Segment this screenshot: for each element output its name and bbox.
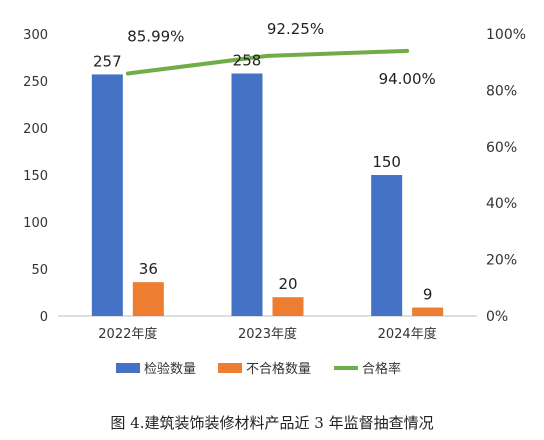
left-tick-label: 0 — [40, 310, 48, 325]
category-labels: 2022年度 2023年度 2024年度 — [98, 326, 436, 342]
bar-value-label: 36 — [139, 260, 158, 278]
left-tick-label: 100 — [23, 216, 48, 231]
rate-line — [125, 48, 410, 76]
bar-unqualified — [132, 282, 164, 316]
left-tick-label: 300 — [23, 28, 48, 43]
bar-value-label: 150 — [372, 153, 401, 171]
chart: 0 50 100 150 200 250 300 0% 20% 40% 60% 80% 100% 25… — [23, 20, 526, 377]
right-tick-label: 0% — [486, 309, 508, 325]
rate-line-path — [125, 48, 410, 76]
bar-value-label: 257 — [93, 52, 122, 70]
bar-unqualified — [272, 297, 304, 316]
category-label: 2023年度 — [238, 326, 297, 342]
right-axis-ticks: 0% 20% 40% 60% 80% 100% — [486, 27, 526, 325]
bar-unqualified — [412, 307, 444, 316]
legend-swatch — [218, 363, 242, 373]
right-tick-label: 80% — [486, 83, 517, 99]
rate-value-label: 92.25% — [267, 20, 324, 38]
bar-value-label: 9 — [423, 286, 433, 304]
bar-inspected — [371, 175, 403, 316]
legend: 检验数量 不合格数量 合格率 — [116, 361, 401, 377]
left-tick-label: 250 — [23, 75, 48, 90]
left-tick-label: 200 — [23, 122, 48, 137]
left-axis-ticks: 0 50 100 150 200 250 300 — [23, 28, 48, 325]
rate-value-label: 94.00% — [379, 70, 436, 88]
legend-label: 合格率 — [362, 361, 401, 377]
legend-label: 不合格数量 — [246, 361, 311, 377]
right-tick-label: 60% — [486, 140, 517, 156]
legend-swatch — [116, 363, 140, 373]
data-labels: 257 36 258 20 150 9 85.99% 92.25% 94.00% — [93, 20, 436, 304]
bar-value-label: 20 — [278, 275, 297, 293]
bar-inspected — [91, 74, 123, 316]
bars — [91, 73, 444, 316]
bar-inspected — [231, 73, 263, 316]
figure-caption: 图 4.建筑装饰装修材料产品近 3 年监督抽查情况 — [110, 414, 434, 432]
rate-value-label: 85.99% — [127, 28, 184, 46]
bar-value-label: 258 — [233, 51, 262, 69]
legend-label: 检验数量 — [144, 361, 196, 377]
right-tick-label: 100% — [486, 27, 526, 43]
right-tick-label: 20% — [486, 253, 517, 269]
category-label: 2022年度 — [98, 326, 157, 342]
left-tick-label: 50 — [31, 263, 48, 278]
right-tick-label: 40% — [486, 196, 517, 212]
left-tick-label: 150 — [23, 169, 48, 184]
category-label: 2024年度 — [378, 326, 437, 342]
